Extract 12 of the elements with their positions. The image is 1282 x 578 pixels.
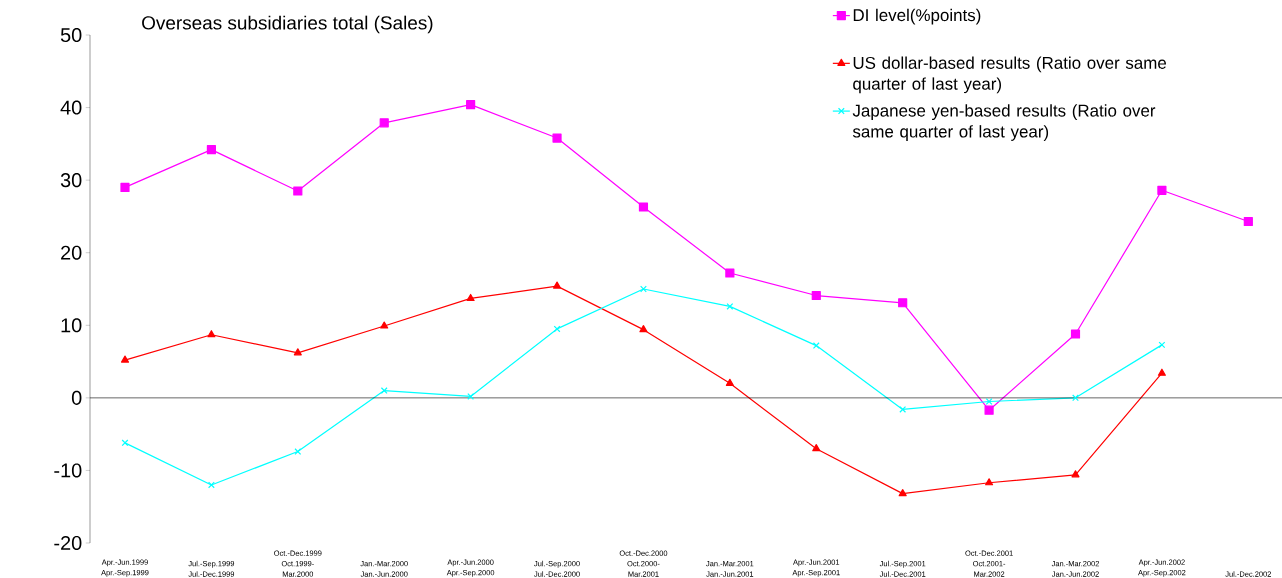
y-tick-label: 30 [60,173,82,188]
chart-title: Overseas subsidiaries total (Sales) [142,15,433,34]
y-tick-label: 40 [60,100,82,115]
legend-label: US dollar-based results (Ratio over same quarter of last year) [853,56,1167,94]
y-tick-label: 0 [71,390,82,405]
y-tick-label: -20 [54,535,82,551]
y-tick-label: 20 [61,245,82,260]
y-tick-label: -10 [54,463,82,478]
y-tick-label: 50 [60,27,82,43]
legend-label: DI level(%points) [853,8,981,25]
legend-label: Japanese yen-based results (Ratio over same quarter of last year) [852,104,1156,141]
y-tick-label: 10 [61,318,82,333]
